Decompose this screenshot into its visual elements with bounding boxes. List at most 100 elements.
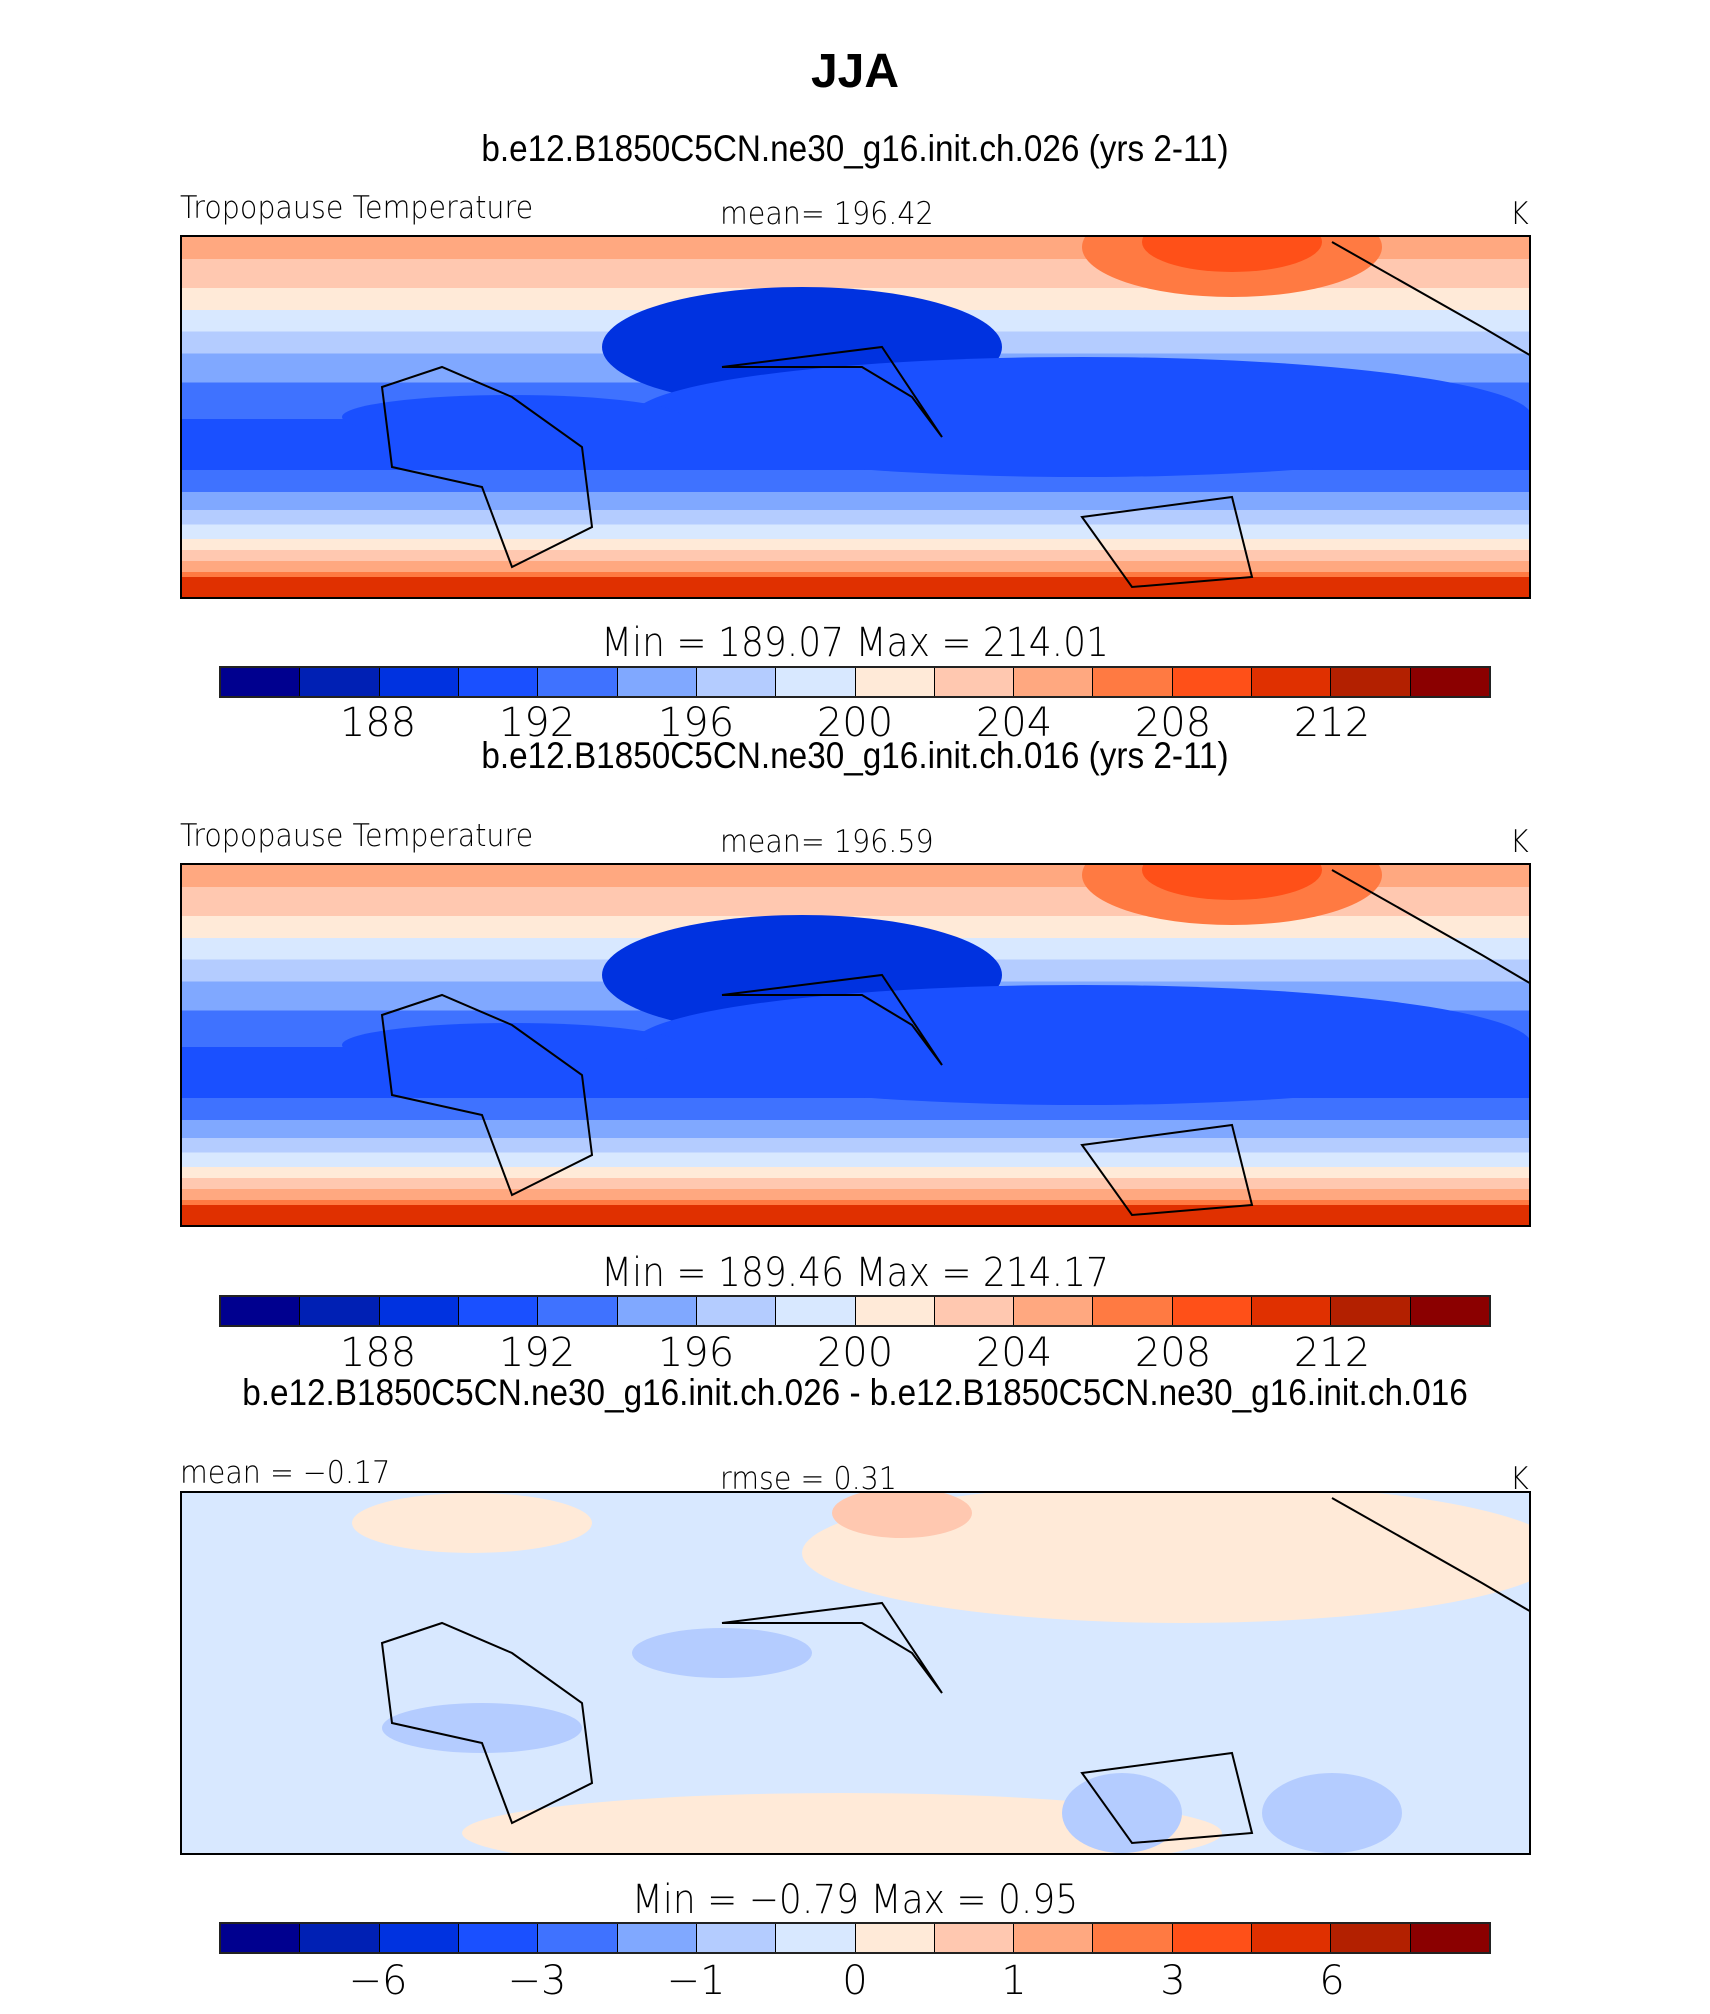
colorbar-swatch [538,668,618,696]
colorbar-swatch [1410,1924,1489,1952]
field-contour [832,1493,972,1538]
colorbar-swatch [1014,1297,1094,1325]
colorbar-tick-label: −1 [666,1958,726,2004]
colorbar [219,1922,1491,1954]
center-label: mean= 196.42 [720,196,934,232]
figure-title: JJA [810,45,900,98]
field-contour [632,357,1529,477]
colorbar-swatch [221,1924,301,1952]
colorbar-tick-label: 200 [816,1330,894,1376]
colorbar-tick-label: 192 [498,700,576,746]
field-contour [182,577,1529,597]
field-contour [342,395,682,439]
field-contour [382,1703,582,1753]
colorbar-tick-label: 204 [975,1330,1053,1376]
colorbar [219,1295,1491,1327]
field-contour [1142,237,1322,272]
colorbar-tick-label: 196 [657,700,735,746]
colorbar-swatch [1172,1924,1253,1952]
center-label: mean= 196.59 [720,824,934,860]
left-label: mean = −0.17 [180,1455,391,1491]
colorbar-swatch [617,1297,697,1325]
map-panel [180,1491,1531,1855]
field-contour [1262,1773,1402,1853]
colorbar-swatch [221,1297,301,1325]
panel-subtitle: b.e12.B1850C5CN.ne30_g16.init.ch.026 (yr… [481,128,1229,169]
colorbar-swatch [1331,668,1411,696]
colorbar-swatch [696,1924,777,1952]
field-contour [1062,1773,1182,1853]
colorbar-swatch [1093,668,1173,696]
colorbar-swatch [458,1297,539,1325]
colorbar-swatch [1410,1297,1489,1325]
colorbar-swatch [776,1924,856,1952]
colorbar-tick-label: 1 [1001,1958,1027,2004]
colorbar-tick-label: 192 [498,1330,576,1376]
colorbar-swatch [696,668,777,696]
colorbar-swatch [776,1297,856,1325]
colorbar-swatch [1252,668,1332,696]
colorbar-swatch [934,1924,1015,1952]
colorbar-tick-label: 6 [1319,1958,1345,2004]
coastline [380,869,1529,1217]
units-label: K [1510,1461,1529,1497]
field-contour [632,985,1529,1105]
panel-subtitle: b.e12.B1850C5CN.ne30_g16.init.ch.016 (yr… [481,735,1229,776]
colorbar-swatch [934,668,1015,696]
colorbar [219,666,1491,698]
colorbar-swatch [855,1297,935,1325]
units-label: K [1510,196,1529,232]
left-label: Tropopause Temperature [180,190,534,226]
colorbar-tick-label: 0 [842,1958,868,2004]
colorbar-tick-label: 188 [339,1330,417,1376]
colorbar-swatch [1093,1297,1173,1325]
colorbar-tick-label: 196 [657,1330,735,1376]
min-max-label: Min = −0.79 Max = 0.95 [631,1877,1079,1923]
colorbar-swatch [538,1924,618,1952]
panel-subtitle: b.e12.B1850C5CN.ne30_g16.init.ch.026 - b… [242,1372,1468,1413]
colorbar-swatch [1252,1297,1332,1325]
map-panel [180,863,1531,1227]
field-contour [802,1493,1529,1623]
coastline [380,1497,1529,1845]
colorbar-tick-label: 208 [1134,1330,1212,1376]
colorbar-swatch [617,668,697,696]
colorbar-swatch [300,1297,380,1325]
colorbar-tick-label: −3 [507,1958,567,2004]
colorbar-swatch [1172,1297,1253,1325]
colorbar-tick-label: 212 [1293,1330,1371,1376]
colorbar-swatch [1410,668,1489,696]
coastline [380,241,1529,589]
colorbar-tick-label: 208 [1134,700,1212,746]
field-contour [182,1205,1529,1225]
colorbar-tick-label: 212 [1293,700,1371,746]
colorbar-swatch [300,668,380,696]
colorbar-swatch [1093,1924,1173,1952]
colorbar-swatch [458,1924,539,1952]
colorbar-tick-label: 204 [975,700,1053,746]
colorbar-tick-label: 200 [816,700,894,746]
colorbar-swatch [538,1297,618,1325]
map-panel [180,235,1531,599]
colorbar-swatch [379,1924,459,1952]
field-contour [1142,865,1322,900]
colorbar-swatch [776,668,856,696]
colorbar-swatch [379,1297,459,1325]
colorbar-swatch [855,1924,935,1952]
colorbar-tick-label: −6 [348,1958,408,2004]
colorbar-tick-label: 3 [1160,1958,1186,2004]
colorbar-swatch [458,668,539,696]
colorbar-swatch [300,1924,380,1952]
colorbar-tick-label: 188 [339,700,417,746]
min-max-label: Min = 189.46 Max = 214.17 [601,1250,1109,1296]
min-max-label: Min = 189.07 Max = 214.01 [601,620,1109,666]
colorbar-swatch [1331,1924,1411,1952]
field-contour [352,1493,592,1553]
colorbar-swatch [855,668,935,696]
colorbar-swatch [1172,668,1253,696]
colorbar-swatch [934,1297,1015,1325]
colorbar-swatch [617,1924,697,1952]
colorbar-swatch [221,668,301,696]
colorbar-swatch [379,668,459,696]
units-label: K [1510,824,1529,860]
